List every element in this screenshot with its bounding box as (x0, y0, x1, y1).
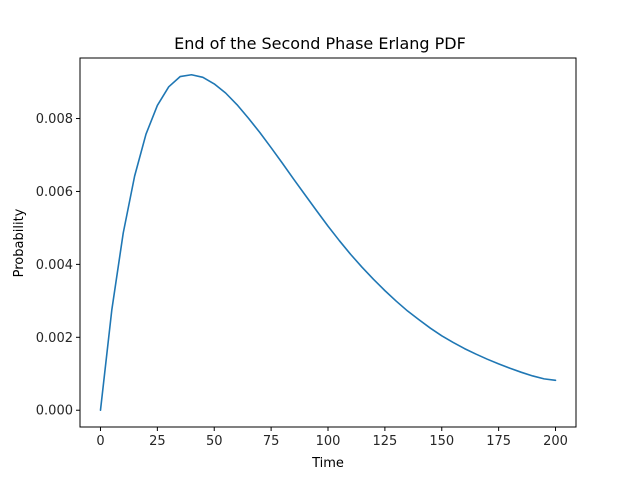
x-tick-label: 100 (316, 434, 341, 449)
y-tick-label: 0.006 (36, 185, 73, 200)
y-axis: 0.000 0.002 0.004 0.006 0.008 (36, 112, 80, 419)
x-axis: 0 25 50 75 100 125 150 175 200 (96, 427, 568, 449)
y-tick-label: 0.002 (36, 331, 73, 346)
x-axis-label: Time (311, 456, 344, 471)
x-tick-label: 125 (372, 434, 397, 449)
x-tick-label: 175 (486, 434, 511, 449)
chart-title: End of the Second Phase Erlang PDF (174, 34, 466, 53)
y-tick-label: 0.008 (36, 112, 73, 127)
y-axis-label: Probability (12, 208, 27, 277)
x-tick-label: 0 (96, 434, 104, 449)
x-tick-label: 25 (149, 434, 166, 449)
y-tick-label: 0.004 (36, 258, 73, 273)
x-tick-label: 200 (543, 434, 568, 449)
x-tick-label: 150 (429, 434, 454, 449)
plot-frame (79, 57, 577, 428)
series-line (99, 73, 557, 412)
series-layer (99, 73, 557, 412)
x-tick-label: 75 (263, 434, 280, 449)
plot-area (80, 58, 576, 427)
y-tick-label: 0.000 (36, 404, 73, 419)
x-tick-label: 50 (206, 434, 223, 449)
